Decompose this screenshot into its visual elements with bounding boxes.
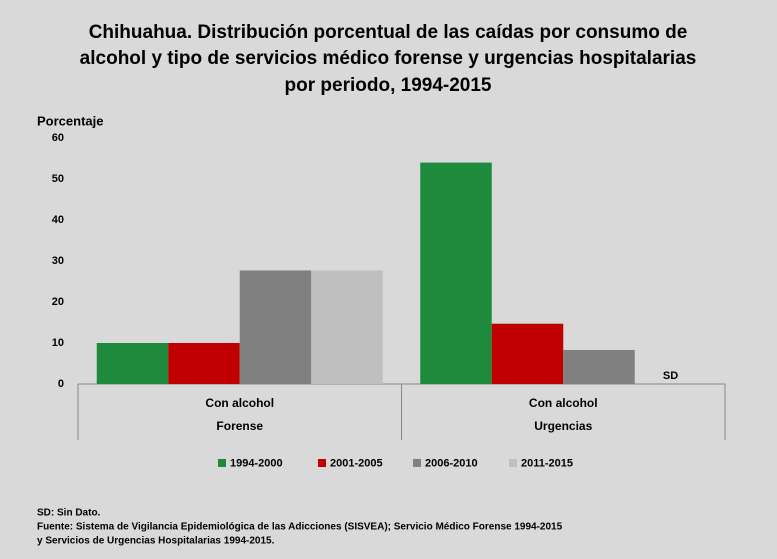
bar: [311, 270, 383, 384]
legend-swatch: [218, 459, 226, 467]
note: SD: Sin Dato.: [37, 508, 101, 519]
legend-swatch: [413, 459, 421, 467]
y-tick-label: 30: [52, 255, 64, 267]
bar: [239, 270, 312, 384]
bar: [96, 343, 169, 384]
y-tick-label: 50: [52, 173, 64, 185]
bar: [491, 323, 564, 384]
y-tick-label: 10: [52, 337, 64, 349]
legend-swatch: [318, 459, 326, 467]
x-tick-label: Con alcohol: [529, 396, 598, 410]
missing-label: SD: [663, 370, 678, 382]
y-tick-label: 20: [52, 296, 64, 308]
group-label: Urgencias: [534, 419, 592, 433]
y-axis-label: Porcentaje: [37, 113, 103, 128]
y-tick-label: 60: [52, 132, 64, 144]
bar: [563, 349, 635, 384]
note: Fuente: Sistema de Vigilancia Epidemioló…: [37, 522, 563, 533]
y-tick-label: 40: [52, 214, 64, 226]
legend-label: 2001-2005: [330, 457, 383, 469]
legend-label: 1994-2000: [230, 457, 283, 469]
note: y Servicios de Urgencias Hospitalarias 1…: [37, 536, 275, 547]
bar: [420, 162, 492, 384]
group-label: Forense: [216, 419, 263, 433]
y-tick-label: 0: [58, 378, 64, 390]
chart-title: alcohol y tipo de servicios médico foren…: [80, 48, 697, 69]
x-tick-label: Con alcohol: [205, 396, 274, 410]
chart-title: Chihuahua. Distribución porcentual de la…: [89, 22, 688, 43]
legend-label: 2011-2015: [521, 457, 573, 469]
bar: [168, 343, 240, 384]
chart-title: por periodo, 1994-2015: [285, 75, 492, 96]
legend-label: 2006-2010: [425, 457, 478, 469]
legend-swatch: [509, 459, 517, 467]
